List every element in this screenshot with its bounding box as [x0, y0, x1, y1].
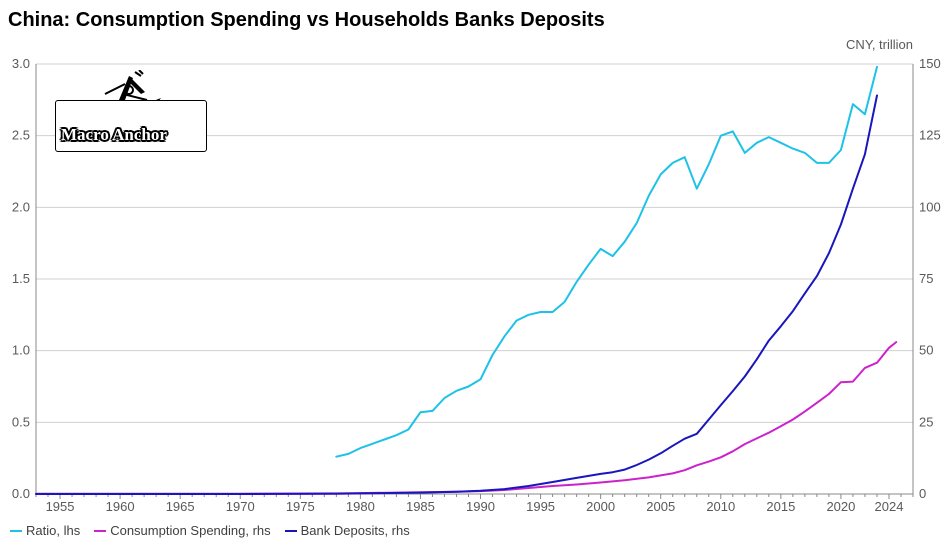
- legend-label-deposits: Bank Deposits, rhs: [300, 523, 410, 538]
- x-tick-label: 1990: [466, 499, 495, 514]
- legend-item-ratio: Ratio, lhs: [10, 523, 80, 538]
- legend-label-ratio: Ratio, lhs: [26, 523, 81, 538]
- y-right-tick-label: 0: [919, 486, 926, 501]
- legend-label-consumption: Consumption Spending, rhs: [110, 523, 271, 538]
- y-right-tick-label: 150: [919, 56, 941, 71]
- legend-item-consumption: Consumption Spending, rhs: [94, 523, 271, 538]
- series-line-ratio: [335, 65, 878, 458]
- y-left-tick-label: 2.5: [12, 128, 30, 143]
- chart-legend: Ratio, lhs Consumption Spending, rhs Ban…: [10, 523, 410, 538]
- y-right-tick-label: 25: [919, 414, 933, 429]
- y-left-tick-label: 2.0: [12, 199, 30, 214]
- legend-item-deposits: Bank Deposits, rhs: [284, 523, 410, 538]
- series-line-consumption-spending: [35, 341, 898, 495]
- legend-swatch-ratio: [10, 529, 22, 532]
- x-tick-label: 2000: [586, 499, 615, 514]
- y-left-tick-label: 0.5: [12, 414, 30, 429]
- y-right-tick-label: 125: [919, 128, 941, 143]
- x-tick-label: 1970: [226, 499, 255, 514]
- x-tick-label: 1965: [166, 499, 195, 514]
- x-tick-label: 1985: [406, 499, 435, 514]
- x-tick-label: 1955: [46, 499, 75, 514]
- logo-text: Macro Anchor: [61, 125, 167, 144]
- y-left-tick-label: 3.0: [12, 56, 30, 71]
- x-tick-label: 2015: [766, 499, 795, 514]
- x-tick-label: 2005: [646, 499, 675, 514]
- x-tick-label: 1995: [526, 499, 555, 514]
- legend-swatch-consumption: [94, 529, 107, 532]
- y-right-tick-label: 50: [919, 343, 933, 358]
- x-tick-label: 1975: [286, 499, 315, 514]
- x-tick-label: 2024: [875, 499, 904, 514]
- logo-plate: [55, 100, 207, 152]
- legend-swatch-deposits: [284, 529, 297, 532]
- y-left-tick-label: 1.0: [12, 343, 30, 358]
- y-right-tick-label: 100: [919, 199, 941, 214]
- macro-anchor-logo: Macro Anchor: [55, 70, 207, 154]
- series-line-bank-deposits: [35, 94, 878, 495]
- y-left-tick-label: 1.5: [12, 271, 30, 286]
- chart-title: China: Consumption Spending vs Household…: [8, 9, 605, 31]
- x-tick-label: 1960: [106, 499, 135, 514]
- y-left-tick-label: 0.0: [12, 486, 30, 501]
- y-right-unit-label: CNY, trillion: [846, 37, 913, 52]
- x-tick-label: 1980: [346, 499, 375, 514]
- x-tick-label: 2010: [706, 499, 735, 514]
- x-tick-label: 2020: [826, 499, 855, 514]
- y-right-tick-label: 75: [919, 271, 933, 286]
